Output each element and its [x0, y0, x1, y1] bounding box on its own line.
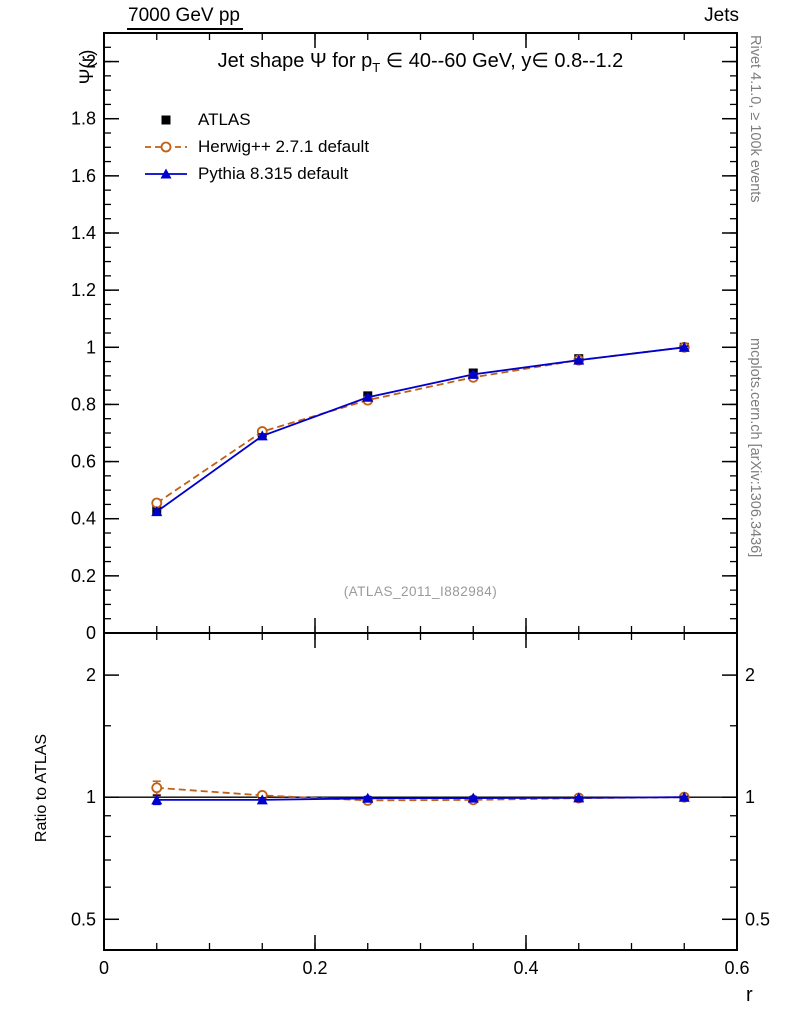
- data-marker-triangle: [678, 341, 690, 352]
- data-marker-triangle: [467, 368, 479, 379]
- legend-label: Herwig++ 2.7.1 default: [198, 136, 370, 156]
- analysis-id-watermark: (ATLAS_2011_I882984): [343, 584, 498, 599]
- y-tick-label: 0: [86, 623, 96, 643]
- chart-title: Jet shape Ψ for pT ∈ 40--60 GeV, y∈ 0.8-…: [104, 48, 737, 75]
- data-marker-triangle: [573, 354, 585, 365]
- y-tick-label: 2: [86, 52, 96, 72]
- y-tick-label: 0.6: [71, 452, 96, 472]
- rivet-version-label: Rivet 4.1.0, ≥ 100k events: [747, 35, 763, 203]
- data-marker-circle: [151, 782, 163, 794]
- data-marker-triangle: [467, 792, 479, 803]
- x-tick-label: 0.4: [513, 958, 538, 978]
- y-tick-label: 0.4: [71, 509, 96, 529]
- y-tick-label: 1.8: [71, 109, 96, 129]
- data-marker-triangle: [678, 791, 690, 802]
- mcplots-credit-label: mcplots.cern.ch [arXiv:1306.3436]: [747, 338, 763, 558]
- y-tick-label: 0.5: [71, 909, 96, 929]
- y-tick-label: 1: [86, 337, 96, 357]
- data-marker-triangle: [151, 794, 163, 805]
- y-axis-label-ratio: Ratio to ATLAS: [33, 733, 50, 843]
- y-tick-label-right: 2: [745, 665, 755, 685]
- panel-ratio: 0 0.2 0.4 0.6 0.5 0.5 1 1 2 2: [71, 632, 770, 978]
- legend-marker-circle-open-icon: [145, 141, 187, 152]
- data-marker-triangle: [362, 792, 374, 803]
- x-tick-label: 0.6: [724, 958, 749, 978]
- legend-item: Pythia 8.315 default: [144, 160, 369, 187]
- y-tick-label-right: 0.5: [745, 909, 770, 929]
- x-axis-label: r: [746, 984, 753, 1006]
- panel-main: 0 0.2 0.4 0.6 0.8 1 1.2 1.4 1.6 1.8 2: [71, 32, 738, 643]
- legend-marker-square-icon: [161, 115, 171, 124]
- series-pythia-8-315-default: [151, 341, 690, 517]
- series-pythia-8-315-default: [151, 791, 690, 806]
- chart-title-pre: Jet shape Ψ for p: [217, 50, 373, 72]
- data-marker-triangle: [362, 391, 374, 402]
- series-line: [156, 796, 685, 801]
- y-tick-label: 1.6: [71, 166, 96, 186]
- y-tick-label-right: 1: [745, 787, 755, 807]
- chart-title-post: ∈ 40--60 GeV, y∈ 0.8--1.2: [380, 50, 624, 72]
- beam-energy-label: 7000 GeV pp: [127, 5, 243, 30]
- series-herwig-2-7-1-default: [151, 780, 690, 806]
- y-tick-label: 0.2: [71, 566, 96, 586]
- y-tick-label: 1.2: [71, 280, 96, 300]
- data-marker-triangle: [256, 430, 268, 441]
- data-marker-triangle: [160, 168, 172, 178]
- data-marker-triangle: [151, 506, 163, 517]
- legend-item: Herwig++ 2.7.1 default: [144, 133, 369, 160]
- y-tick-label: 1.4: [71, 223, 96, 243]
- legend-marker-triangle-icon: [145, 168, 187, 178]
- legend-label: Pythia 8.315 default: [198, 163, 349, 183]
- data-marker-triangle: [256, 794, 268, 805]
- legend-label: ATLAS: [198, 109, 251, 129]
- series-atlas: [152, 342, 689, 515]
- y-axis-label-top: Ψ(r): [77, 49, 98, 85]
- series-line: [156, 346, 685, 513]
- chart-title-subscript: T: [372, 60, 381, 75]
- data-marker-triangle: [573, 792, 585, 803]
- data-marker-circle: [160, 141, 172, 152]
- series-line: [156, 346, 685, 504]
- x-tick-label: 0.2: [302, 958, 327, 978]
- process-label: Jets: [704, 5, 739, 26]
- y-tick-label: 1: [86, 787, 96, 807]
- panel-frame: [103, 632, 738, 951]
- series-line: [156, 786, 685, 802]
- series-herwig-2-7-1-default: [151, 341, 690, 509]
- data-marker-square: [161, 115, 171, 124]
- y-tick-label: 0.8: [71, 394, 96, 414]
- legend-item: ATLAS: [144, 106, 369, 133]
- x-tick-label: 0: [99, 958, 109, 978]
- legend: ATLAS Herwig++ 2.7.1 default Pythia 8.315 …: [144, 106, 369, 187]
- y-tick-label: 2: [86, 665, 96, 685]
